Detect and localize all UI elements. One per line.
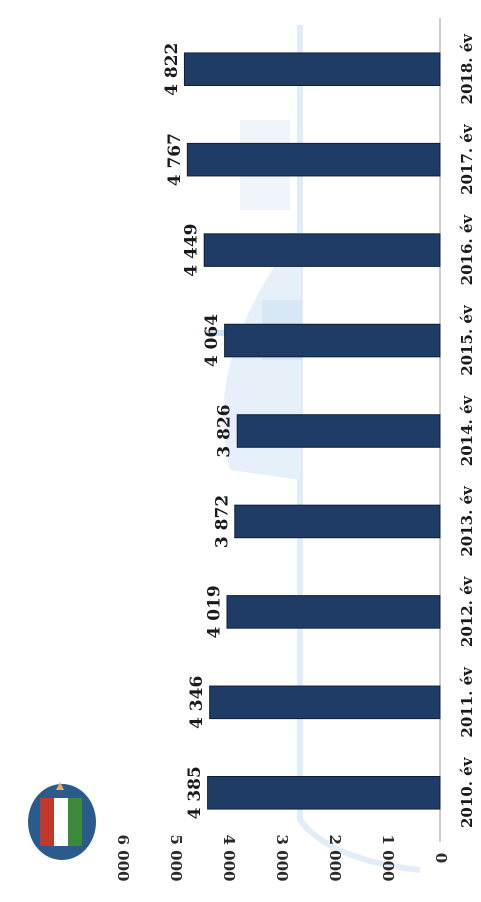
bar: [234, 504, 441, 539]
bar: [224, 323, 441, 358]
data-label: 4 346: [187, 676, 207, 729]
bar: [207, 775, 441, 810]
category-label: 2012. év: [458, 575, 476, 647]
coat-of-arms-icon: [28, 782, 96, 860]
y-tick-label: 1 000: [379, 835, 397, 882]
data-label: 3 826: [215, 404, 235, 457]
bar: [203, 233, 441, 267]
category-label: 2013. év: [458, 485, 476, 557]
data-label: 4 822: [162, 43, 182, 96]
y-tick-label: 4 000: [220, 835, 238, 882]
category-label: 2018. év: [458, 33, 476, 105]
labels-group: 4 385 2010. év 4 346 2011. év 4 019 2012. év 3…: [162, 33, 476, 828]
data-label: 4 385: [185, 766, 205, 819]
bar: [186, 142, 441, 177]
data-label: 4 019: [204, 585, 224, 638]
category-label: 2015. év: [458, 304, 476, 376]
bar: [226, 595, 441, 629]
y-tick-label: 0: [432, 853, 450, 863]
category-label: 2011. év: [458, 666, 476, 738]
y-tick-label: 5 000: [167, 835, 185, 882]
y-tick-label: 3 000: [273, 835, 291, 882]
category-label: 2017. év: [458, 123, 476, 195]
data-label: 4 767: [165, 133, 185, 186]
bar: [236, 414, 441, 448]
bars-group: [183, 52, 441, 810]
category-label: 2014. év: [458, 394, 476, 466]
data-label: 4 449: [182, 223, 202, 276]
category-label: 2010. év: [458, 756, 476, 828]
category-label: 2016. év: [458, 214, 476, 286]
bar: [183, 52, 441, 87]
data-label: 4 064: [202, 314, 222, 367]
data-label: 3 872: [212, 495, 232, 548]
bar: [209, 685, 441, 720]
y-tick-label: 2 000: [326, 835, 344, 882]
y-tick-label: 6 000: [114, 835, 132, 882]
